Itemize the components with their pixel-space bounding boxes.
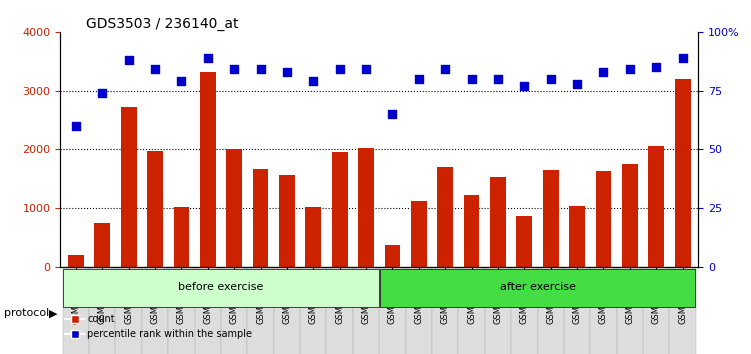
Point (149, 67, 161, 72)
Point (307, 78, 319, 84)
Bar (68, 255, 84, 267)
Bar (617, 267, 643, 354)
Bar (590, 267, 617, 354)
Bar (569, 206, 585, 267)
Bar (538, 267, 564, 354)
Point (360, 67, 372, 72)
Point (624, 67, 636, 72)
Bar (379, 267, 406, 354)
Point (466, 76, 478, 82)
Bar (380, 269, 695, 307)
Bar (89, 267, 116, 354)
Bar (147, 150, 163, 267)
Bar (458, 267, 484, 354)
Point (413, 76, 425, 82)
Text: ▶: ▶ (49, 308, 57, 318)
Bar (195, 267, 221, 354)
Bar (406, 267, 432, 354)
Point (202, 55, 214, 61)
Bar (490, 177, 506, 267)
Point (571, 81, 583, 86)
Bar (332, 152, 348, 267)
Bar (63, 269, 379, 307)
Point (492, 76, 504, 82)
Point (70, 123, 82, 129)
Point (544, 76, 556, 82)
Bar (432, 267, 458, 354)
Text: GDS3503 / 236140_at: GDS3503 / 236140_at (86, 17, 238, 31)
Bar (95, 223, 110, 267)
Bar (463, 195, 479, 267)
Bar (327, 267, 353, 354)
Bar (247, 267, 274, 354)
Bar (306, 207, 321, 267)
Bar (63, 267, 89, 354)
Bar (385, 245, 400, 267)
Bar (511, 267, 538, 354)
Bar (517, 216, 532, 267)
Bar (484, 267, 511, 354)
Point (650, 64, 662, 70)
Point (518, 83, 530, 89)
Bar (173, 207, 189, 267)
Bar (543, 170, 559, 267)
Bar (674, 79, 690, 267)
Bar (200, 73, 216, 267)
Point (176, 78, 188, 84)
Point (281, 69, 293, 75)
Bar (279, 175, 295, 267)
Bar (116, 267, 142, 354)
Bar (226, 149, 242, 267)
Bar (300, 267, 327, 354)
Point (439, 67, 451, 72)
Bar (622, 164, 638, 267)
Bar (168, 267, 195, 354)
Bar (564, 267, 590, 354)
Bar (252, 170, 268, 267)
Point (96, 90, 108, 96)
Bar (596, 171, 611, 267)
Bar (358, 148, 374, 267)
Point (333, 67, 345, 72)
Bar (643, 267, 669, 354)
Text: before exercise: before exercise (178, 282, 264, 292)
Bar (142, 267, 168, 354)
Text: protocol: protocol (4, 308, 49, 318)
Point (677, 55, 689, 61)
Bar (411, 201, 427, 267)
Point (387, 111, 399, 117)
Legend: count, percentile rank within the sample: count, percentile rank within the sample (65, 314, 252, 339)
Point (255, 67, 267, 72)
Bar (437, 167, 453, 267)
Bar (221, 267, 247, 354)
Point (598, 69, 610, 75)
Bar (669, 267, 695, 354)
Bar (121, 107, 137, 267)
Point (122, 57, 134, 63)
Bar (274, 267, 300, 354)
Text: after exercise: after exercise (499, 282, 575, 292)
Point (228, 67, 240, 72)
Bar (648, 147, 664, 267)
Bar (353, 267, 379, 354)
